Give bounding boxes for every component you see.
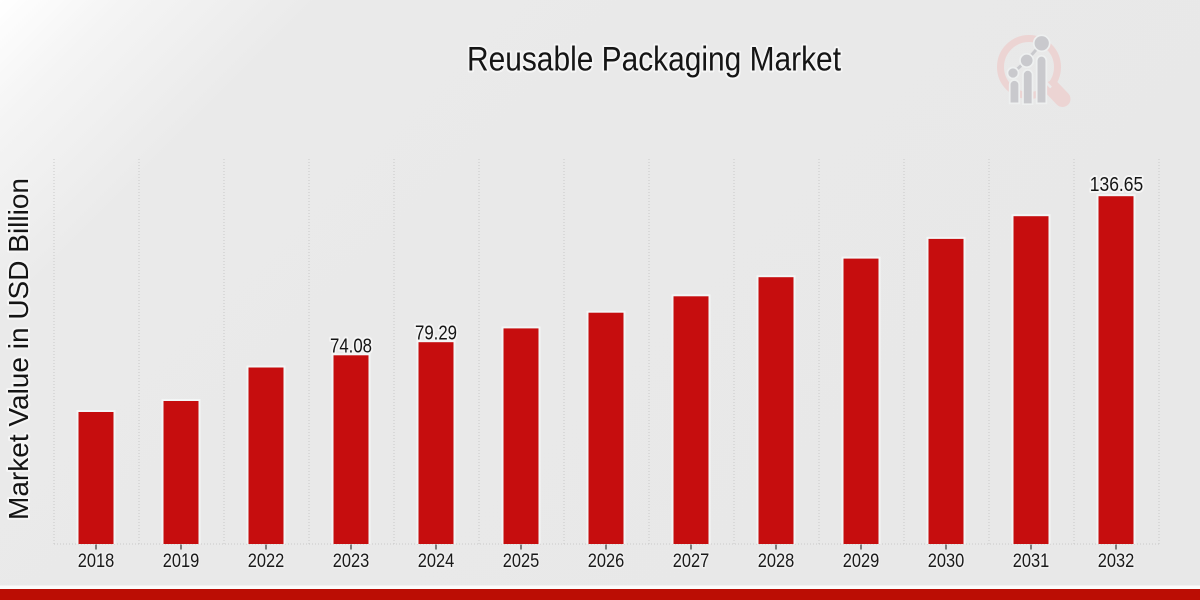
svg-text:2032: 2032 [1098, 551, 1135, 572]
svg-text:Reusable Packaging Market: Reusable Packaging Market [467, 41, 841, 79]
svg-text:79.29: 79.29 [415, 322, 457, 344]
svg-text:2029: 2029 [843, 551, 880, 572]
svg-text:2030: 2030 [928, 551, 965, 572]
svg-text:2031: 2031 [1013, 551, 1050, 572]
svg-text:2019: 2019 [163, 551, 200, 572]
svg-text:2023: 2023 [333, 551, 370, 572]
svg-text:74.08: 74.08 [330, 336, 372, 358]
svg-text:2026: 2026 [588, 551, 625, 572]
svg-text:2018: 2018 [78, 551, 115, 572]
svg-text:2025: 2025 [503, 551, 540, 572]
svg-text:136.65: 136.65 [1090, 174, 1144, 196]
svg-text:2027: 2027 [673, 551, 710, 572]
svg-text:2024: 2024 [418, 551, 455, 572]
svg-text:2022: 2022 [248, 551, 285, 572]
svg-text:Market Value in USD Billion: Market Value in USD Billion [3, 178, 34, 520]
svg-text:2028: 2028 [758, 551, 795, 572]
